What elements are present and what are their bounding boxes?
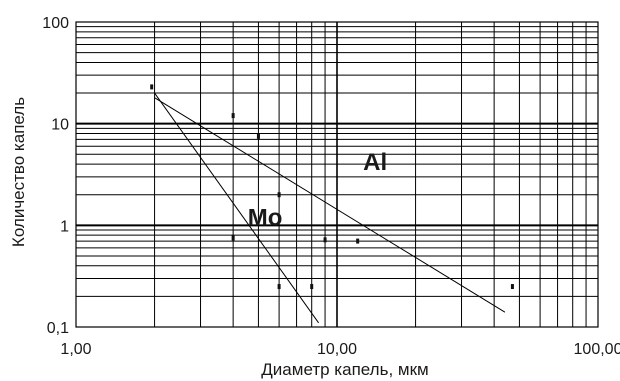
x-tick-label: 100,00 — [574, 341, 620, 358]
gridlines — [75, 22, 598, 328]
data-points — [150, 84, 514, 290]
x-axis-label: Диаметр капель, мкм — [261, 360, 428, 379]
data-point-mo — [231, 235, 235, 241]
y-tick-label: 0,1 — [47, 320, 69, 337]
trendline-mo — [154, 92, 319, 324]
series-label: Mo — [248, 204, 283, 231]
x-axis-ticks: 1,00 10,00 100,00 — [60, 341, 620, 358]
x-tick-label: 10,00 — [317, 341, 357, 358]
x-tick-label: 1,00 — [60, 341, 91, 358]
data-point-al — [256, 133, 260, 139]
data-point-mo — [277, 284, 281, 290]
y-tick-label: 1 — [60, 218, 69, 235]
data-point-al — [277, 192, 281, 198]
y-tick-label: 10 — [51, 117, 69, 134]
data-point-al — [323, 237, 327, 243]
data-point-mo — [310, 284, 314, 290]
series-labels: Al Mo — [248, 149, 387, 231]
data-point-al — [510, 284, 514, 290]
plot-area — [75, 21, 599, 328]
y-axis-label: Количество капель — [9, 97, 28, 247]
y-tick-label: 100 — [42, 15, 69, 32]
data-point-al — [356, 238, 360, 244]
trendlines — [154, 92, 506, 324]
y-axis-ticks: 100 10 1 0,1 — [42, 15, 69, 337]
trendline-al — [154, 97, 506, 313]
data-point-mo — [150, 84, 154, 90]
data-point-al — [231, 113, 235, 119]
series-label: Al — [363, 149, 387, 176]
